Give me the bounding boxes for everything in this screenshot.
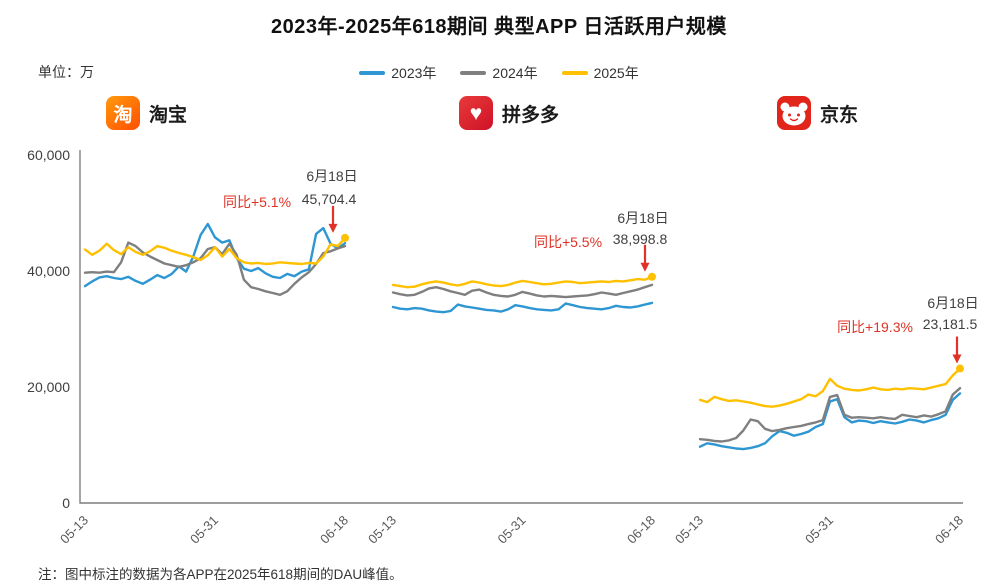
peak-arrowhead-icon	[952, 354, 962, 364]
peak-marker	[648, 272, 656, 281]
app-name-jd: 京东	[820, 104, 859, 126]
legend-label-2024: 2024年	[492, 65, 538, 81]
x-tick-label: 06-18	[932, 513, 966, 547]
pinduoduo-app-icon: ♥	[459, 96, 493, 130]
legend-swatch-2025-icon	[561, 71, 588, 75]
x-tick-label: 06-18	[624, 513, 658, 547]
x-tick-label: 05-31	[187, 513, 221, 547]
footnote: 注：图中标注的数据为各APP在2025年618期间的DAU峰值。	[38, 567, 403, 582]
x-tick-label: 05-13	[365, 513, 399, 547]
series-jd-app-icon-2	[698, 367, 962, 408]
taobao-app-icon: 淘	[106, 96, 140, 130]
y-tick-label: 20,000	[27, 379, 70, 395]
chart-legend: 2023年 2024年 2025年	[0, 63, 998, 83]
jd-joy-dog-icon	[780, 102, 808, 126]
chart-title: 2023年-2025年618期间 典型APP 日活跃用户规模	[271, 16, 727, 38]
axis-lines	[79, 150, 963, 504]
app-header-taobao: 淘 淘宝	[106, 96, 187, 130]
x-tick-label: 05-31	[495, 513, 529, 547]
series-pinduoduo-app-icon-1	[391, 283, 654, 299]
jd-app-icon	[777, 96, 811, 130]
legend-item-2025: 2025年	[561, 63, 639, 83]
y-tick-label: 60,000	[27, 147, 70, 163]
legend-label-2023: 2023年	[391, 65, 437, 81]
app-header-jd: 京东	[777, 96, 858, 130]
series-pinduoduo-app-icon-0	[391, 301, 654, 314]
y-tick-label: 40,000	[27, 263, 70, 279]
legend-item-2023: 2023年	[359, 63, 436, 83]
peak-value-taobao: 45,704.4	[301, 191, 357, 207]
legend-swatch-2024-icon	[460, 71, 487, 75]
x-tick-label: 05-13	[57, 513, 91, 547]
app-name-pinduoduo: 拼多多	[502, 104, 560, 126]
unit-label: 单位：万	[38, 64, 94, 80]
series-taobao-app-icon-2	[83, 236, 347, 266]
peak-date-pinduoduo: 6月18日	[617, 210, 669, 226]
peak-arrowhead-icon	[328, 223, 338, 233]
yoy-label-pinduoduo: 同比+5.5%	[533, 234, 603, 250]
series-taobao-app-icon-0	[83, 222, 347, 288]
peak-value-pinduoduo: 38,998.8	[612, 231, 668, 247]
peak-value-jd: 23,181.5	[922, 316, 978, 332]
peak-date-taobao: 6月18日	[306, 168, 358, 184]
legend-item-2024: 2024年	[460, 63, 538, 83]
peak-marker	[956, 364, 964, 373]
y-tick-label: 0	[62, 495, 70, 511]
series-pinduoduo-app-icon-2	[391, 275, 654, 289]
legend-swatch-2023-icon	[359, 71, 386, 75]
series-jd-app-icon-1	[698, 387, 962, 443]
peak-arrowhead-icon	[640, 262, 650, 272]
series-jd-app-icon-0	[698, 392, 962, 451]
app-header-pinduoduo: ♥ 拼多多	[459, 96, 559, 130]
yoy-label-jd: 同比+19.3%	[837, 319, 913, 335]
peak-date-jd: 6月18日	[927, 295, 979, 311]
legend-label-2025: 2025年	[593, 65, 639, 81]
x-tick-label: 06-18	[317, 513, 351, 547]
peak-marker	[341, 233, 349, 242]
x-tick-label: 05-31	[802, 513, 836, 547]
x-tick-label: 05-13	[672, 513, 706, 547]
app-name-taobao: 淘宝	[149, 104, 188, 126]
yoy-label-taobao: 同比+5.1%	[222, 194, 292, 210]
